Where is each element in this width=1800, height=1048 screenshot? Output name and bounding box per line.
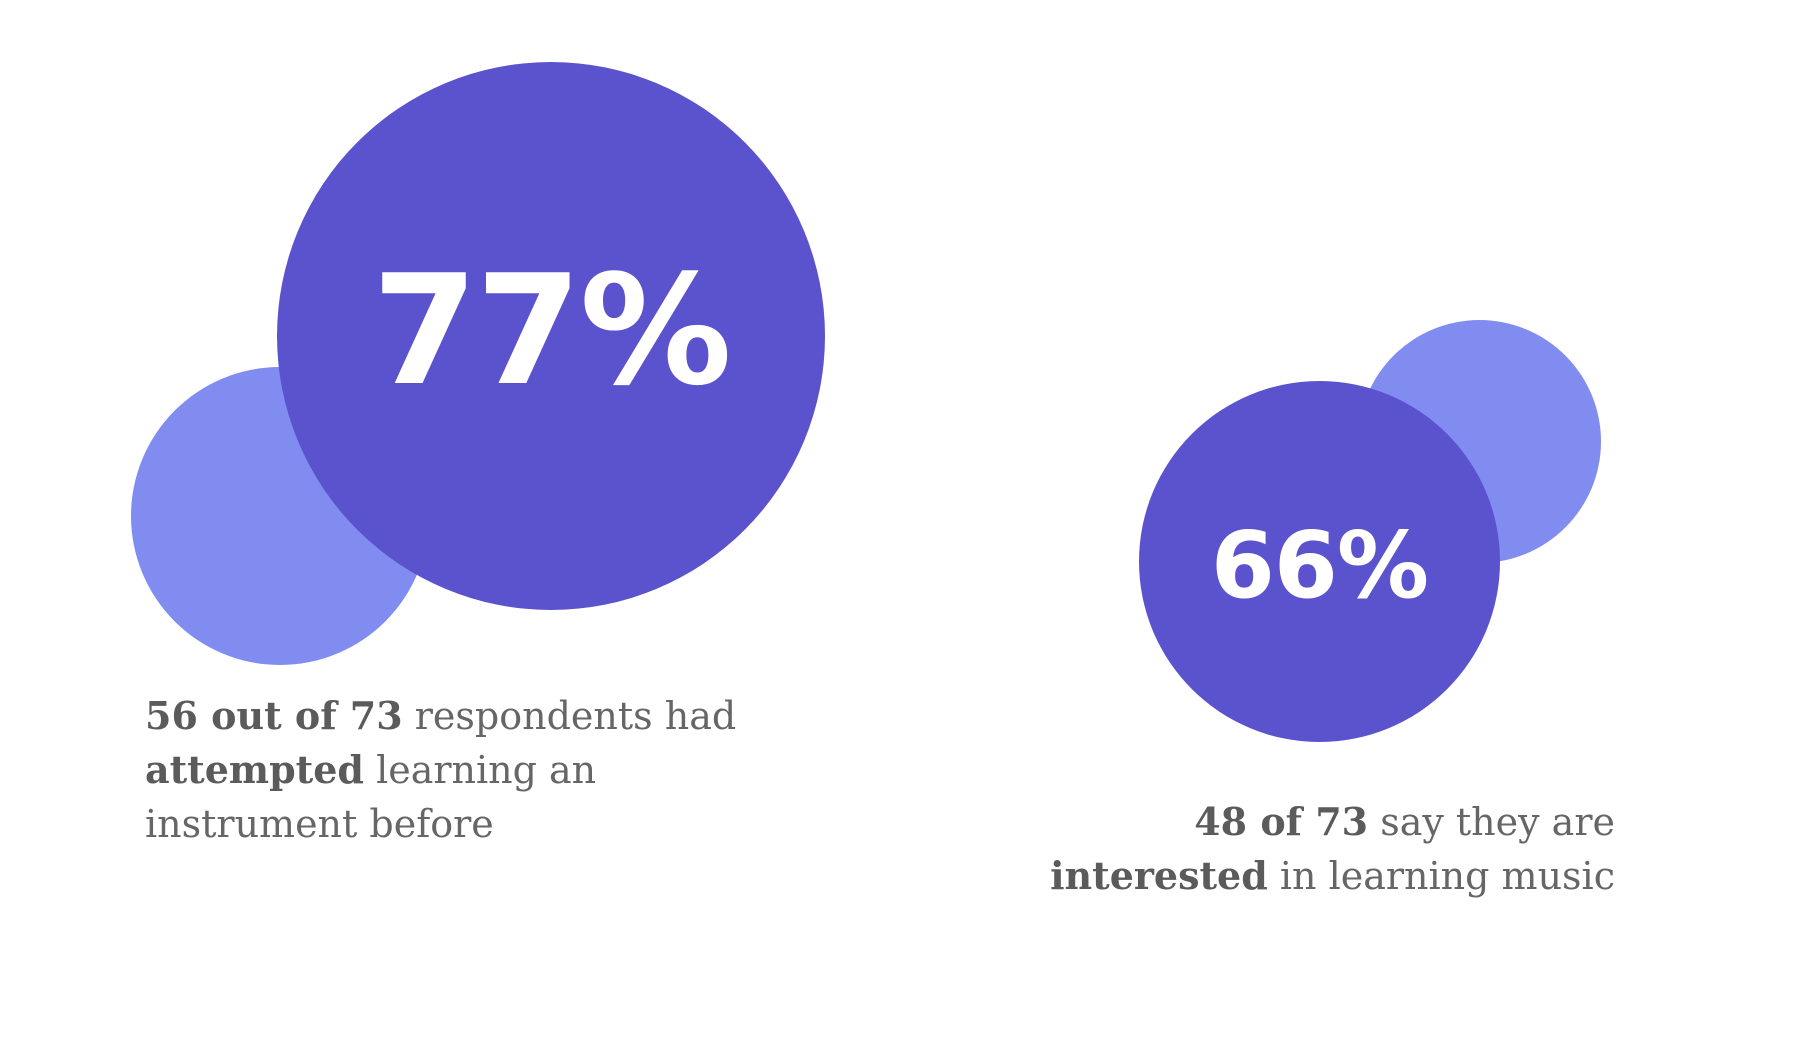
- right-caption-emphasis: interested: [1050, 853, 1268, 898]
- left-stat-value: 77%: [372, 241, 732, 419]
- left-caption-text-2: learning an: [363, 748, 597, 792]
- right-caption-text-1: say they are: [1368, 800, 1615, 844]
- right-stat-caption: 48 of 73 say they are interested in lear…: [1000, 795, 1615, 903]
- left-stat-caption: 56 out of 73 respondents had attempted l…: [145, 689, 785, 851]
- left-caption-count: 56 out of 73: [145, 693, 403, 738]
- right-caption-count: 48 of 73: [1194, 799, 1369, 844]
- left-caption-text-1: respondents had: [402, 694, 737, 738]
- left-stat-circle: 77%: [277, 62, 825, 610]
- right-caption-text-2: in learning music: [1267, 854, 1615, 898]
- right-stat-circle: 66%: [1139, 381, 1500, 742]
- left-caption-text-3: instrument before: [145, 802, 494, 846]
- left-caption-emphasis: attempted: [145, 747, 364, 792]
- right-stat-value: 66%: [1210, 512, 1429, 619]
